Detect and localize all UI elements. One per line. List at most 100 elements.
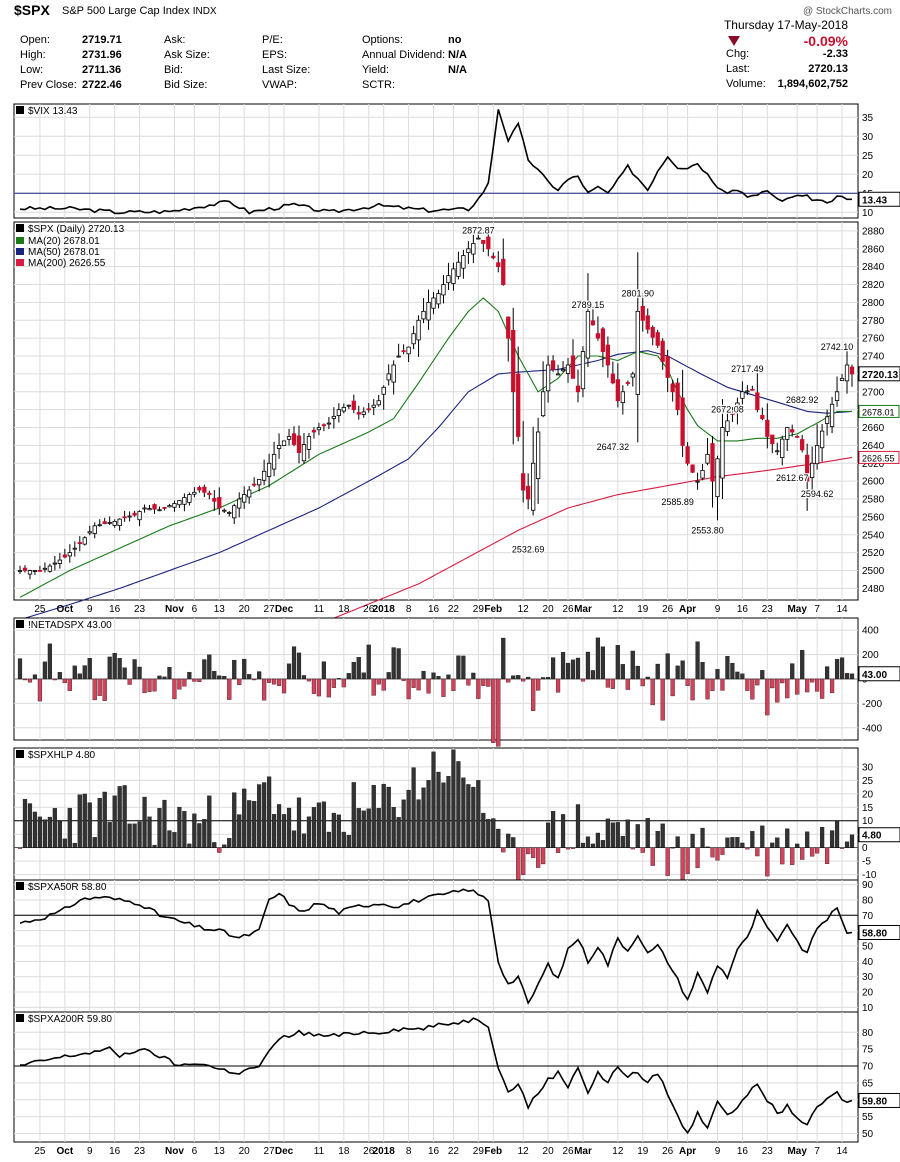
candle-body [132, 512, 137, 516]
quote-label: Chg: [726, 48, 750, 60]
quote-label: SCTR: [362, 79, 395, 91]
last-value-label: 4.80 [862, 831, 882, 842]
panel-frame [13, 747, 859, 881]
candle-body [466, 248, 471, 253]
bar [805, 678, 810, 693]
panel-title: $SPXA50R 58.80 [28, 882, 107, 893]
candle-body [227, 512, 232, 514]
bar [750, 831, 755, 848]
bar [177, 678, 182, 690]
bar [192, 678, 197, 682]
candle-body [685, 446, 690, 464]
bar [242, 658, 247, 680]
candle-body [570, 355, 576, 379]
bar [625, 678, 630, 690]
bar [132, 659, 137, 680]
bar [795, 843, 800, 848]
candle-body [675, 382, 680, 411]
x-tick-label: Oct [57, 1146, 74, 1157]
x-tick-label: 16 [428, 604, 440, 615]
candle-body [27, 570, 33, 575]
bar [82, 665, 87, 680]
bar [37, 816, 43, 848]
bar [252, 678, 257, 681]
bar [406, 678, 411, 700]
x-tick-label: Dec [275, 1146, 294, 1157]
bar [815, 678, 820, 692]
bar [142, 796, 147, 848]
bar [252, 801, 257, 848]
candle-body [690, 464, 695, 473]
quote-label: Annual Dividend: [362, 49, 446, 61]
candle-body [242, 494, 247, 503]
candle-body [271, 453, 277, 470]
candle-body [795, 435, 800, 438]
quote-value: -2.33 [822, 48, 848, 60]
bar [456, 655, 461, 680]
candle-body [147, 508, 152, 511]
x-tick-label: 18 [338, 604, 350, 615]
panel-title-icon [16, 106, 24, 114]
bar [829, 678, 835, 694]
y-tick-label: 30 [862, 132, 874, 143]
y-tick-label: 2780 [862, 316, 885, 327]
panel-title-icon [16, 882, 24, 890]
candle-body [521, 473, 526, 491]
bar [844, 673, 850, 680]
bar [685, 847, 690, 874]
candle-body [635, 310, 640, 395]
bar [276, 804, 282, 848]
bar [17, 847, 23, 849]
x-tick-label: Mar [574, 604, 592, 615]
y-tick-label: -200 [862, 699, 882, 710]
bar [451, 678, 456, 691]
bar [640, 678, 645, 687]
candle-body [137, 511, 142, 521]
bar [755, 678, 760, 686]
bar [336, 814, 341, 848]
y-tick-label: 2660 [862, 423, 885, 434]
bar [531, 847, 536, 858]
candle-body [421, 310, 426, 320]
bar [162, 799, 167, 848]
bar [32, 811, 38, 848]
candle-body [575, 385, 581, 393]
bar [72, 842, 77, 848]
ma-badge [858, 404, 900, 418]
bar [301, 833, 307, 848]
last-value-badge [858, 924, 900, 940]
bar [839, 847, 845, 849]
bar [700, 827, 705, 848]
candle-body [740, 391, 745, 399]
bar [47, 643, 52, 680]
last-value-label: 13.43 [862, 195, 887, 206]
bar [506, 678, 511, 683]
bar [42, 819, 48, 848]
candle-body [222, 509, 227, 512]
candle-body [172, 503, 177, 508]
bar [705, 846, 710, 848]
bar [391, 807, 396, 848]
candle-body [92, 525, 97, 534]
bar [585, 651, 591, 680]
bar [421, 787, 426, 848]
legend-swatch [16, 237, 24, 244]
candle-body [411, 333, 416, 345]
x-tick-label: 23 [762, 604, 774, 615]
bar [834, 820, 840, 848]
x-tick-label: 7 [814, 604, 820, 615]
bar [296, 652, 302, 680]
bar [785, 828, 790, 848]
y-tick-label: 0 [862, 843, 868, 854]
y-tick-label: 2880 [862, 226, 885, 237]
bar [785, 678, 790, 699]
bar [770, 842, 775, 848]
candle-body [755, 392, 760, 411]
y-tick-label: 80 [862, 895, 874, 906]
x-tick-label: 26 [363, 1146, 375, 1157]
x-tick-label: 16 [428, 1146, 440, 1157]
candle-body [42, 567, 48, 570]
y-tick-label: 40 [862, 957, 874, 968]
bar [122, 667, 127, 680]
candle-body [506, 316, 511, 339]
